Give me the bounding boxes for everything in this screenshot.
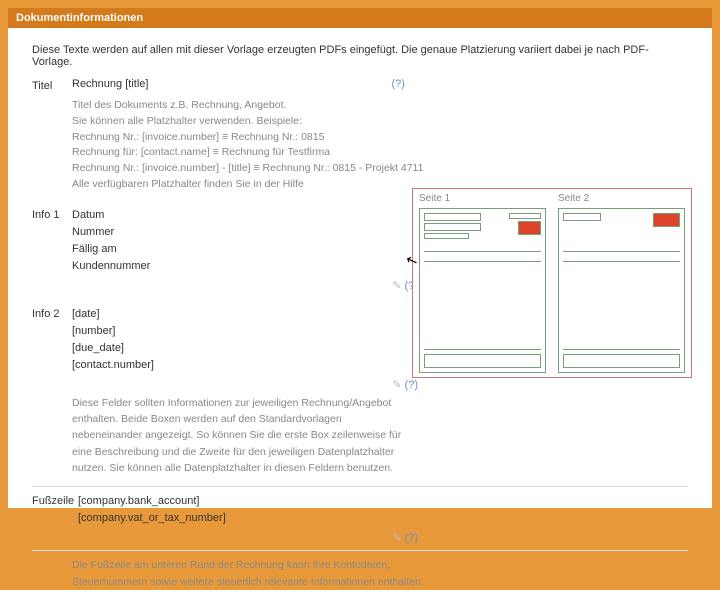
preview-block	[424, 354, 541, 368]
hint-line: Rechnung Nr.: [invoice.number] - [title]…	[72, 161, 688, 177]
info-description: Diese Felder sollten Informationen zur j…	[72, 395, 412, 476]
title-value[interactable]: Rechnung [title]	[72, 78, 148, 90]
preview-block	[509, 213, 541, 219]
footer-help-link[interactable]: (?)	[405, 532, 418, 544]
hint-line: Titel des Dokuments z.B. Rechnung, Angeb…	[72, 98, 688, 114]
info2-label: Info 2	[32, 306, 72, 374]
edit-icon[interactable]: ✎	[392, 280, 404, 292]
preview-block	[563, 213, 601, 221]
preview-block	[424, 233, 469, 239]
title-hint: Titel des Dokuments z.B. Rechnung, Angeb…	[72, 98, 688, 193]
section-header: Dokumentinformationen	[8, 8, 712, 28]
title-label: Titel	[32, 78, 72, 92]
footer-description: Die Fußzeile am unteren Rand der Rechnun…	[72, 557, 432, 590]
hint-line: Sie können alle Platzhalter verwenden. B…	[72, 114, 688, 130]
preview-page2-box	[558, 208, 685, 373]
edit-icon[interactable]: ✎	[392, 532, 404, 544]
preview-highlight	[518, 221, 541, 235]
info1-label: Info 1	[32, 207, 72, 275]
divider	[32, 486, 688, 487]
divider	[32, 550, 688, 551]
preview-page1-label: Seite 1	[419, 193, 546, 204]
preview-block	[424, 213, 481, 221]
preview-page-2: Seite 2	[552, 189, 691, 377]
title-help-link[interactable]: (?)	[392, 78, 405, 90]
footer-label: Fußzeile	[32, 493, 78, 527]
footer-content[interactable]: [company.bank_account] [company.vat_or_t…	[78, 493, 688, 527]
preview-page1-box	[419, 208, 546, 373]
hint-line: Rechnung für: [contact.name] ≡ Rechnung …	[72, 145, 688, 161]
preview-block	[563, 354, 680, 368]
pdf-preview-panel: Seite 1	[412, 188, 692, 378]
preview-block	[424, 252, 541, 262]
footer-line: [company.vat_or_tax_number]	[78, 510, 688, 527]
preview-block	[563, 252, 680, 262]
preview-block	[424, 223, 481, 231]
preview-highlight	[653, 213, 680, 227]
intro-text: Diese Texte werden auf allen mit dieser …	[32, 44, 688, 68]
hint-line: Rechnung Nr.: [invoice.number] ≡ Rechnun…	[72, 130, 688, 146]
preview-page-1: Seite 1	[413, 189, 552, 377]
edit-icon[interactable]: ✎	[392, 379, 404, 391]
preview-page2-label: Seite 2	[558, 193, 685, 204]
info2-help-link[interactable]: (?)	[405, 379, 418, 391]
footer-line: [company.bank_account]	[78, 493, 688, 510]
